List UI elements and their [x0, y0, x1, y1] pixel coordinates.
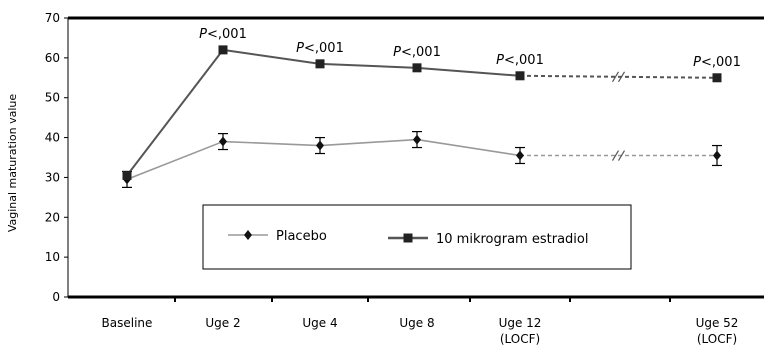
series-estradiol [122, 45, 722, 180]
legend: Placebo 10 mikrogram estradiol [202, 204, 632, 270]
p-value-label: P<,001 [393, 45, 441, 60]
p-value-label: P<,001 [199, 27, 247, 42]
x-tick-label: Uge 2 [205, 316, 240, 330]
axes: 0 10 20 30 40 50 60 70 Baseline Uge 2 Uge 4 Uge 8 Ug… [45, 11, 764, 346]
data-point-square [218, 45, 228, 55]
data-point-square [412, 63, 422, 73]
data-point-diamond [516, 150, 524, 161]
y-tick-label: 40 [45, 131, 60, 145]
legend-label-placebo: Placebo [276, 229, 327, 244]
series-segment [222, 140, 321, 147]
series-lines [122, 45, 722, 188]
series-placebo [122, 130, 722, 188]
data-point-diamond [713, 150, 721, 161]
p-value-label: P<,001 [496, 53, 544, 68]
data-point-diamond [219, 136, 227, 147]
series-segment [416, 138, 521, 157]
legend-marker-diamond [244, 230, 252, 240]
y-tick-label: 10 [45, 250, 60, 264]
data-point-diamond [316, 140, 324, 151]
data-point-square [122, 170, 132, 180]
axis-break-mark [611, 150, 620, 161]
x-tick-label: Uge 8 [399, 316, 434, 330]
p-value-label: P<,001 [296, 41, 344, 56]
p-value-annotations: P<,001 P<,001 P<,001 P<,001 P<,001 [199, 27, 741, 70]
legend-label-estradiol: 10 mikrogram estradiol [436, 232, 588, 247]
series-segment [126, 49, 224, 177]
y-tick-label: 70 [45, 11, 60, 25]
series-segment [319, 62, 418, 69]
series-segment [416, 66, 521, 77]
x-tick-label: Uge 52 [696, 316, 739, 330]
data-point-diamond [413, 134, 421, 145]
x-tick-label: Baseline [102, 316, 153, 330]
p-value-label: P<,001 [693, 55, 741, 70]
x-tick-label: Uge 12 [499, 316, 542, 330]
series-segment [319, 138, 418, 147]
x-tick-label: (LOCF) [697, 332, 737, 346]
axis-break-mark [617, 150, 626, 161]
x-tick-label: Uge 4 [302, 316, 337, 330]
axis-break-mark [611, 71, 620, 83]
y-axis-label: Vaginal maturation value [6, 94, 19, 233]
series-segment [222, 48, 321, 65]
y-tick-label: 30 [45, 170, 60, 184]
axis-break-mark [617, 71, 626, 83]
y-tick-label: 60 [45, 51, 60, 65]
data-point-square [515, 71, 525, 81]
data-point-square [315, 59, 325, 69]
legend-marker-square [403, 233, 413, 243]
series-dashed-segment [519, 74, 718, 79]
series-segment [126, 140, 224, 181]
y-tick-label: 0 [52, 290, 60, 304]
x-tick-label: (LOCF) [500, 332, 540, 346]
y-tick-label: 20 [45, 210, 60, 224]
data-point-square [712, 73, 722, 83]
y-tick-label: 50 [45, 91, 60, 105]
